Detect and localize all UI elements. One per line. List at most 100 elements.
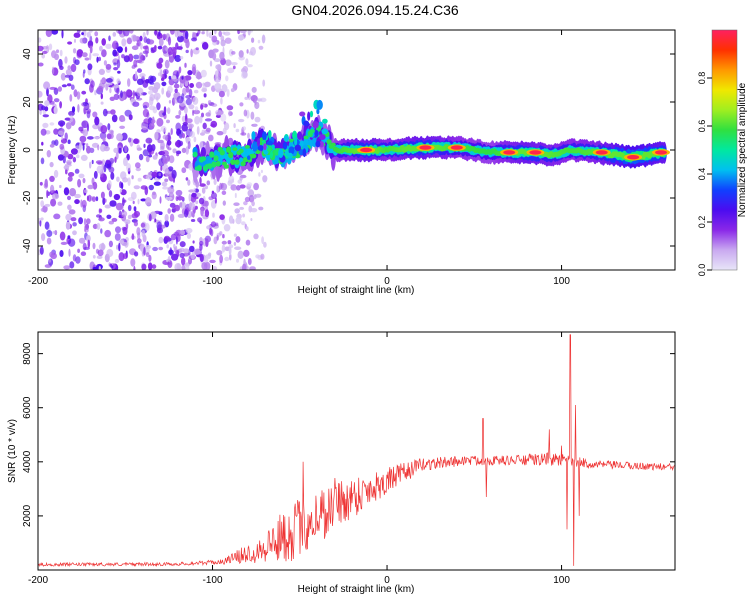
noise-speck bbox=[133, 265, 136, 270]
noise-speck bbox=[249, 266, 256, 270]
noise-speck bbox=[61, 84, 67, 88]
noise-speck bbox=[250, 218, 253, 221]
colorbar-tick-label: 0.6 bbox=[697, 120, 707, 133]
noise-speck bbox=[187, 179, 191, 186]
noise-speck bbox=[60, 241, 68, 245]
noise-speck bbox=[147, 39, 155, 45]
noise-speck bbox=[233, 123, 236, 129]
noise-speck bbox=[74, 193, 81, 199]
noise-speck bbox=[219, 254, 224, 264]
noise-speck bbox=[87, 194, 92, 202]
signal-blob bbox=[262, 131, 267, 141]
signal-band-cell bbox=[230, 159, 236, 166]
noise-speck bbox=[167, 47, 173, 56]
noise-speck bbox=[41, 141, 44, 146]
noise-speck bbox=[101, 242, 105, 251]
noise-speck bbox=[181, 257, 186, 266]
noise-speck bbox=[39, 181, 43, 186]
noise-speck bbox=[227, 240, 232, 245]
noise-speck bbox=[43, 182, 49, 189]
noise-speck bbox=[48, 259, 52, 263]
noise-speck bbox=[190, 48, 193, 58]
noise-speck bbox=[238, 50, 244, 58]
noise-speck bbox=[251, 86, 257, 93]
noise-speck bbox=[119, 125, 125, 129]
noise-speck bbox=[233, 202, 240, 206]
noise-speck bbox=[120, 90, 123, 98]
noise-speck bbox=[237, 250, 244, 259]
noise-speck bbox=[174, 263, 182, 270]
noise-speck bbox=[94, 90, 97, 96]
noise-speck bbox=[247, 258, 252, 265]
noise-speck bbox=[143, 143, 146, 148]
noise-speck bbox=[46, 237, 52, 245]
noise-speck bbox=[64, 132, 68, 141]
noise-speck bbox=[107, 180, 112, 189]
noise-speck bbox=[238, 34, 244, 41]
noise-speck bbox=[185, 227, 193, 234]
signal-band-cell bbox=[228, 151, 234, 159]
signal-blob bbox=[299, 111, 306, 117]
noise-speck bbox=[244, 196, 251, 203]
noise-speck bbox=[215, 64, 222, 70]
noise-speck bbox=[127, 78, 131, 87]
noise-speck bbox=[66, 161, 72, 165]
signal-blob bbox=[257, 145, 264, 151]
noise-speck bbox=[92, 223, 98, 230]
noise-speck bbox=[103, 60, 107, 66]
noise-speck bbox=[96, 165, 103, 174]
noise-speck bbox=[99, 132, 107, 140]
noise-speck bbox=[236, 185, 241, 191]
noise-speck bbox=[130, 258, 136, 267]
noise-speck bbox=[144, 197, 152, 206]
noise-speck bbox=[105, 83, 109, 91]
noise-speck bbox=[72, 222, 77, 227]
noise-speck bbox=[172, 46, 177, 56]
noise-speck bbox=[92, 266, 99, 270]
noise-speck bbox=[104, 204, 112, 209]
noise-speck bbox=[136, 227, 141, 236]
noise-speck bbox=[152, 191, 156, 196]
noise-speck bbox=[261, 236, 264, 245]
noise-speck bbox=[136, 87, 144, 97]
noise-speck bbox=[197, 30, 201, 35]
noise-speck bbox=[127, 177, 131, 187]
noise-speck bbox=[72, 254, 77, 262]
noise-speck bbox=[189, 202, 193, 208]
snr-y-ticks: 2000 4000 6000 8000 bbox=[22, 342, 675, 527]
signal-blob bbox=[268, 130, 272, 139]
noise-speck bbox=[48, 100, 55, 105]
noise-speck bbox=[181, 264, 186, 270]
noise-speck bbox=[133, 59, 138, 68]
noise-speck bbox=[145, 174, 153, 180]
noise-speck bbox=[175, 236, 178, 245]
noise-speck bbox=[54, 139, 59, 146]
noise-speck bbox=[151, 119, 156, 124]
noise-speck bbox=[110, 109, 116, 115]
noise-speck bbox=[182, 248, 190, 254]
noise-speck bbox=[49, 175, 55, 182]
noise-speck bbox=[131, 175, 134, 180]
noise-speck bbox=[86, 110, 91, 119]
noise-speck bbox=[161, 81, 167, 87]
noise-speck bbox=[145, 252, 150, 258]
noise-speck bbox=[49, 122, 55, 126]
noise-speck bbox=[233, 241, 237, 246]
noise-speck bbox=[153, 82, 161, 90]
noise-speck bbox=[212, 48, 219, 53]
noise-speck bbox=[181, 147, 187, 154]
noise-speck bbox=[152, 155, 158, 160]
noise-speck bbox=[159, 196, 162, 204]
noise-speck bbox=[39, 246, 44, 255]
noise-speck bbox=[51, 66, 55, 75]
noise-speck bbox=[63, 187, 70, 196]
noise-speck bbox=[53, 169, 59, 178]
chart-title: GN04.2026.094.15.24.C36 bbox=[291, 2, 459, 18]
noise-speck bbox=[78, 173, 85, 179]
noise-speck bbox=[43, 81, 51, 90]
noise-speck bbox=[195, 180, 200, 188]
noise-speck bbox=[158, 38, 164, 47]
noise-speck bbox=[121, 117, 126, 122]
noise-speck bbox=[205, 112, 211, 117]
